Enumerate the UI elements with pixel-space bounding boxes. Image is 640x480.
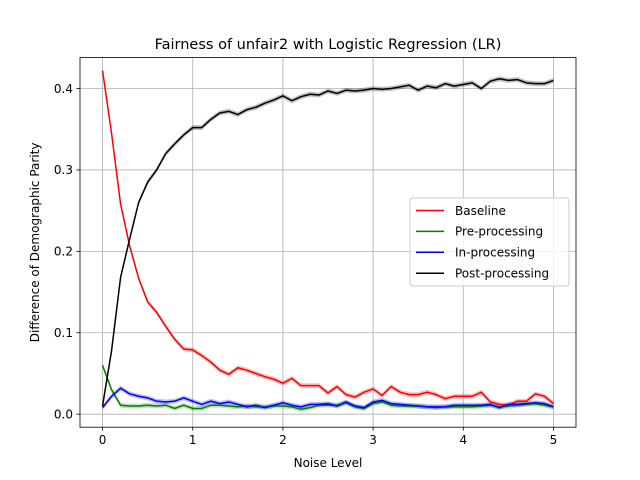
legend-label-post-processing: Post-processing <box>455 267 549 281</box>
grid <box>80 57 576 428</box>
y-axis-label: Difference of Demographic Parity <box>28 143 42 343</box>
series-lines <box>101 70 554 411</box>
band-pre-processing <box>102 362 554 412</box>
x-axis-label: Noise Level <box>294 456 363 470</box>
x-tick-label: 2 <box>279 433 287 447</box>
y-tick-label: 0.4 <box>54 82 73 96</box>
legend: Baseline Pre-processing In-processing Post-… <box>409 197 570 287</box>
confidence-bands <box>102 68 554 412</box>
band-in-processing <box>102 385 554 411</box>
y-tick-label: 0.0 <box>54 407 73 421</box>
x-tick-label: 3 <box>369 433 377 447</box>
x-tick-label: 4 <box>459 433 467 447</box>
y-tick-label: 0.1 <box>54 326 73 340</box>
y-tick-label: 0.3 <box>54 163 73 177</box>
y-tick-label: 0.2 <box>54 245 73 259</box>
x-tick-label: 0 <box>99 433 107 447</box>
legend-label-in-processing: In-processing <box>455 246 535 260</box>
x-tick-label: 5 <box>550 433 558 447</box>
legend-label-baseline: Baseline <box>455 204 506 218</box>
legend-label-pre-processing: Pre-processing <box>455 225 543 239</box>
legend-box <box>409 197 570 287</box>
ticks: 0 1 2 3 4 5 0.0 0.1 0.2 0.3 0.4 <box>54 82 557 447</box>
chart-title: Fairness of unfair2 with Logistic Regres… <box>155 37 502 53</box>
x-tick-label: 1 <box>189 433 197 447</box>
plot-frame <box>79 57 577 428</box>
